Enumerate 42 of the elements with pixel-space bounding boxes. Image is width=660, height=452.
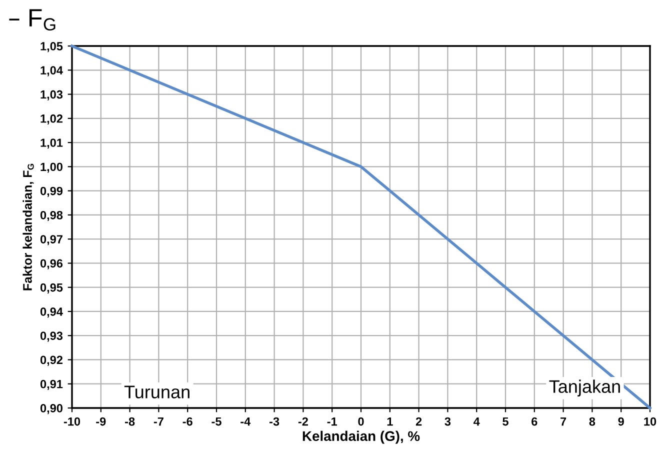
x-tick-label: -6 [182,417,192,426]
x-axis-title: Kelandaian (G), % [302,430,420,444]
x-tick-label: 3 [444,417,451,426]
x-tick-label: 5 [502,417,508,426]
x-tick-label: -8 [125,417,135,426]
y-tick-label: 1,02 [40,114,62,125]
x-tick-label: 9 [618,417,624,426]
y-tick-label: 1,05 [40,42,63,52]
annotation: Tanjakan [549,380,620,397]
y-tick-label: 1,00 [40,162,62,173]
y-tick-label: 0,98 [40,210,63,222]
x-tick-label: -3 [270,417,280,426]
x-tick-label: 0 [358,417,364,426]
x-tick-label: 10 [644,417,656,426]
x-tick-label: -9 [96,417,106,426]
x-tick-label: -1 [327,417,338,426]
y-tick-label: 0,94 [40,308,63,318]
y-tick-label: 0,91 [40,380,63,390]
x-tick-label: -4 [240,417,251,426]
y-tick-label: 0,95 [40,283,63,294]
annotation: Turunan [124,386,190,398]
y-tick-label: 0,96 [40,259,63,270]
y-tick-label: 1,04 [40,66,63,76]
y-tick-label: 0,93 [40,332,63,342]
y-tick-label: 0,90 [40,404,62,414]
x-tick-label: 1 [387,417,393,426]
x-tick-label: 8 [589,417,596,426]
x-tick-label: -2 [298,417,308,426]
x-tick-label: -10 [64,417,80,426]
y-tick-label: 1,03 [40,90,63,100]
x-tick-label: -7 [154,417,164,426]
y-tick-label: 1,01 [40,138,63,149]
x-tick-label: 7 [560,417,566,426]
x-tick-label: -5 [212,417,222,426]
y-axis-title: Faktor kelandaian, F$_{G}$ [22,164,34,290]
x-tick-label: 6 [532,417,538,426]
y-tick-label: 0,97 [40,235,62,246]
y-tick-label: 0,99 [40,186,63,197]
y-tick-label: 0,92 [40,356,62,366]
x-tick-label: 4 [473,417,480,426]
x-tick-label: 2 [416,417,422,426]
chart-title: – F$_{G}$ [9,9,56,31]
